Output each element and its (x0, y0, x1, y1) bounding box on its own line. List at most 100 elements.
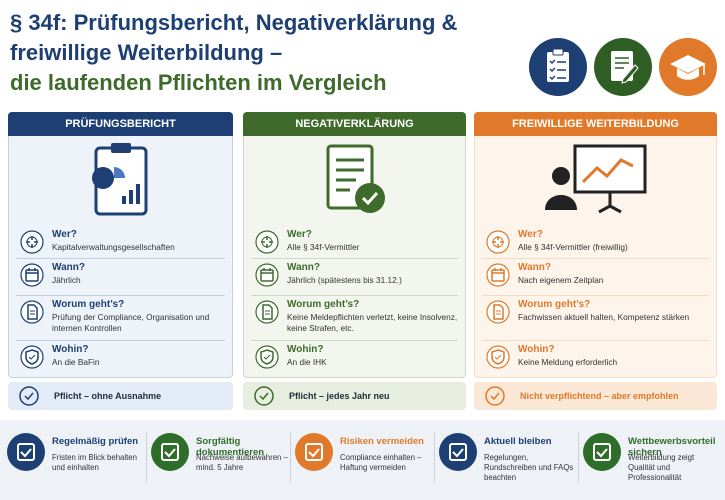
illustration (320, 140, 390, 225)
row-divider (482, 295, 709, 296)
row-label: Wer? (287, 229, 312, 240)
icon-part (552, 48, 564, 56)
icon-part (259, 392, 269, 401)
icon-part (486, 263, 510, 287)
icon-part (621, 64, 639, 84)
row-icon (255, 300, 279, 329)
row-text: Alle § 34f-Vermittler (287, 242, 360, 252)
icon-part (20, 448, 32, 458)
icon-part (547, 52, 569, 82)
row-label: Wohin? (518, 344, 555, 355)
icon-part (485, 386, 505, 406)
tip-divider (290, 432, 291, 482)
icon-part (26, 236, 38, 248)
row-label: Worum geht’s? (287, 299, 360, 310)
icon-part (27, 304, 38, 320)
icon-part (151, 433, 189, 471)
icon-part (486, 263, 510, 287)
icon-part (494, 354, 502, 360)
tip-title: Aktuell bleiben (484, 436, 552, 447)
icon-part (19, 386, 39, 406)
icon-part (593, 443, 611, 461)
tip-title: Sorgfältig dokumentieren (196, 436, 265, 458)
text: Pflicht – jedes Jahr neu (289, 391, 390, 401)
row-label: Worum geht’s? (518, 299, 591, 310)
icon-part (261, 236, 273, 248)
row-text: Prüfung der Compliance, Organisation und… (52, 312, 210, 333)
icon-part (261, 268, 273, 274)
tip-text: Weiterbildung zeigt Qualität und Profess… (628, 453, 695, 482)
text: Pflicht – ohne Ausnahme (54, 391, 162, 401)
icon-part (486, 230, 510, 254)
row-divider (482, 258, 709, 259)
icon-part (20, 263, 44, 287)
icon-part (135, 184, 140, 204)
row-text: Jährlich (spätestens bis 31.12.) (287, 275, 402, 285)
icon-part (583, 433, 621, 471)
tip-icon (294, 432, 334, 477)
row-text: Kapitalverwaltungsgesellschaften (52, 242, 175, 252)
row-icon (255, 230, 279, 259)
icon-part (326, 144, 385, 213)
row-text: An die BaFin (52, 357, 100, 367)
icon-part (26, 236, 38, 248)
tip-text: Fristen im Blick behalten und einhalten (52, 453, 137, 472)
icon-part (493, 304, 504, 320)
tip-text: Regelungen, Rundschreiben und FAQs beach… (484, 453, 574, 482)
row-text: Fachwissen aktuell halten, Kompetenz stä… (518, 312, 690, 322)
text: Nicht verpflichtend – aber empfohlen (520, 391, 679, 401)
icon-part (491, 349, 505, 365)
icon-part (573, 144, 646, 194)
icon-part (17, 443, 35, 461)
row-divider (16, 258, 225, 259)
icon-part (20, 345, 44, 369)
tip-text: Nachweise aufbewahren – mind. 5 Jahre (196, 453, 288, 472)
icon-part (255, 230, 279, 254)
tip-icon (6, 432, 46, 477)
icon-part (597, 192, 622, 214)
icon-part (19, 386, 39, 406)
icon-part (260, 269, 274, 282)
icon-part (486, 300, 510, 324)
icon-part (7, 433, 45, 471)
title: § 34f: Prüfungsbericht, Negativerklärung… (10, 8, 457, 98)
icon-part (295, 433, 333, 471)
icon-part (24, 392, 34, 401)
tip-title: Wettbewerbsvorteil sichern (628, 436, 716, 458)
row-label: Wann? (287, 262, 320, 273)
row-icon (20, 345, 44, 374)
row-icon (486, 263, 510, 292)
icon-part (335, 158, 364, 192)
icon-part (449, 443, 467, 461)
row-divider (251, 340, 458, 341)
tip-title: Regelmäßig prüfen (52, 436, 139, 447)
tip-divider (434, 432, 435, 482)
icon-part (91, 143, 147, 216)
row-text: Jährlich (52, 275, 81, 285)
icon-part (113, 167, 125, 178)
icon-part (496, 310, 501, 315)
icon-part (30, 310, 35, 315)
icon-part (551, 167, 570, 185)
icon-part (255, 263, 279, 287)
icon-part (581, 158, 634, 184)
row-icon (20, 230, 44, 259)
column-heading: PRÜFUNGSBERICHT (8, 112, 233, 136)
tip-divider (146, 432, 147, 482)
row-icon (486, 300, 510, 329)
icon-part (164, 448, 176, 458)
icon-part (20, 230, 44, 254)
row-divider (16, 340, 225, 341)
icon-part (25, 349, 39, 365)
icon-part (151, 433, 189, 471)
row-label: Wann? (52, 262, 85, 273)
tip-divider (578, 432, 579, 482)
icon-part (7, 433, 45, 471)
icon-part (128, 190, 133, 204)
column-footer: Pflicht – ohne Ausnahme (8, 382, 233, 410)
row-text: Keine Meldepflichten verletzt, keine Ins… (287, 312, 458, 333)
icon-part (305, 443, 323, 461)
icon-part (261, 236, 273, 248)
